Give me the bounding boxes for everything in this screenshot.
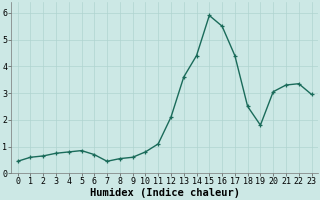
- X-axis label: Humidex (Indice chaleur): Humidex (Indice chaleur): [90, 188, 240, 198]
